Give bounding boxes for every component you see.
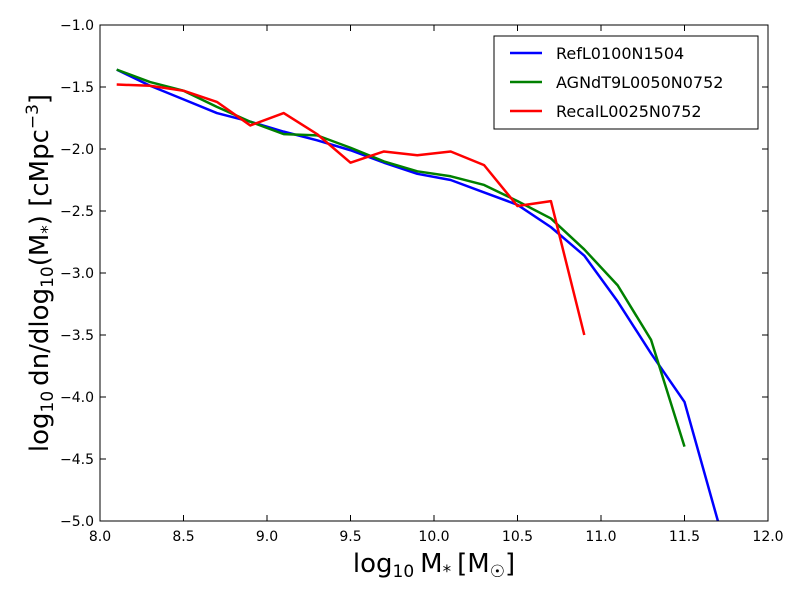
x-tick-label: 12.0 (752, 529, 783, 545)
y-tick-label: −2.0 (60, 142, 94, 158)
legend-label-agndt9l0050n0752: AGNdT9L0050N0752 (556, 73, 723, 92)
x-tick-label: 11.5 (669, 529, 700, 545)
y-tick-label: −4.5 (60, 452, 94, 468)
x-axis-label: log10 M* [M☉] (353, 549, 515, 582)
legend-label-recall0025n0752: RecalL0025N0752 (556, 102, 702, 121)
x-tick-label: 8.5 (172, 529, 194, 545)
series-line-recall0025n0752 (116, 83, 586, 336)
x-tick-label: 10.0 (418, 529, 449, 545)
y-tick-label: −4.0 (60, 390, 94, 406)
x-tick-label: 8.0 (89, 529, 111, 545)
y-axis-label: log10dn/dlog10(M*) [cMpc−3] (23, 94, 58, 452)
x-tick-label: 9.0 (256, 529, 278, 545)
y-tick-label: −2.5 (60, 204, 94, 220)
y-tick-label: −5.0 (60, 514, 94, 530)
series-line-agndt9l0050n0752 (116, 68, 686, 447)
x-tick-label: 10.5 (502, 529, 533, 545)
y-tick-label: −3.5 (60, 328, 94, 344)
series-line-refl0100n1504 (116, 68, 720, 521)
y-tick-label: −1.0 (60, 18, 94, 34)
plot-frame (99, 24, 769, 522)
x-tick-label: 11.0 (585, 529, 616, 545)
legend-label-refl0100n1504: RefL0100N1504 (556, 44, 684, 63)
tick-layer: 8.0 8.5 9.0 9.5 10.0 10.5 11.0 11.5 12.0 −1.0 −1.5… (60, 18, 784, 545)
legend: RefL0100N1504 AGNdT9L0050N0752 RecalL002… (493, 35, 759, 130)
y-tick-label: −1.5 (60, 80, 94, 96)
series-layer (116, 68, 720, 521)
y-tick-label: −3.0 (60, 266, 94, 282)
x-tick-label: 9.5 (339, 529, 361, 545)
